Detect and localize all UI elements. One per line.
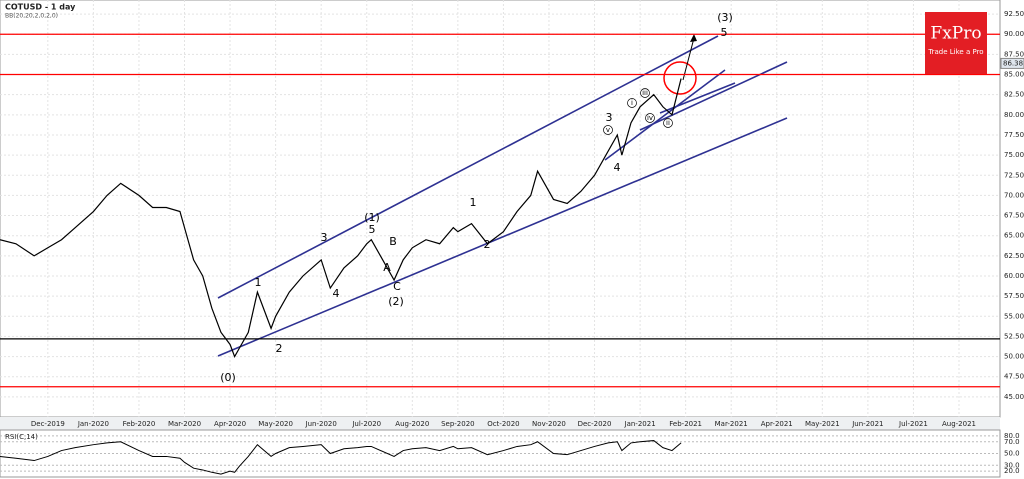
rsi-tick-label: 80.0: [1004, 432, 1020, 440]
rsi-line: [0, 440, 682, 475]
x-tick-label: Nov-2020: [532, 420, 566, 428]
y-tick-label: 92.50: [1004, 10, 1024, 18]
wave-label: B: [389, 235, 397, 248]
arrow-head: [690, 34, 697, 42]
x-tick-label: Apr-2021: [761, 420, 793, 428]
wave-label: 3: [321, 231, 328, 244]
wave-circle: [645, 113, 655, 123]
price-line: [0, 78, 682, 358]
wave-label: 4: [333, 287, 340, 300]
y-tick-label: 57.50: [1004, 292, 1024, 300]
wave-label: iv: [647, 114, 653, 122]
wave-label: 5: [369, 223, 376, 236]
y-tick-label: 60.00: [1004, 272, 1024, 280]
rsi-label: RSI(C,14): [5, 433, 38, 441]
y-tick-label: 70.00: [1004, 191, 1024, 199]
rsi-tick-label: 20.0: [1004, 467, 1020, 475]
x-tick-label: May-2020: [258, 420, 293, 428]
x-tick-label: Sep-2020: [441, 420, 475, 428]
wave-label: C: [393, 280, 401, 293]
x-tick-label: Aug-2021: [942, 420, 976, 428]
highlight-circle: [663, 61, 697, 95]
x-tick-label: Mar-2021: [715, 420, 748, 428]
plot: 45.00 47.50 50.00 52.50 55.00 57.50 60.00 62.50…: [0, 10, 1024, 475]
wave-label: iii: [642, 89, 648, 97]
logo-brand: FxPro: [930, 24, 981, 44]
x-tick-label: Jul-2020: [351, 420, 381, 428]
x-tick-label: Dec-2019: [31, 420, 65, 428]
x-tick-label: Oct-2020: [487, 420, 519, 428]
y-tick-label: 90.00: [1004, 30, 1024, 38]
wave-circle: [603, 125, 613, 135]
y-tick-label: 55.00: [1004, 312, 1024, 320]
chart-subtitle: BB(20,20,2,0,2,0): [5, 13, 58, 20]
rsi-tick-label: 50.0: [1004, 450, 1020, 458]
wave-label: 2: [484, 238, 491, 251]
wave-label: 1: [255, 276, 262, 289]
x-tick-label: Jan-2021: [624, 420, 656, 428]
rsi-tick-label: 30.0: [1004, 461, 1020, 469]
wave-label: 2: [276, 342, 283, 355]
x-tick-label: Feb-2020: [123, 420, 156, 428]
wave-label: v: [606, 126, 610, 134]
wave-circle: [627, 98, 637, 108]
wave-label: 1: [470, 196, 477, 209]
y-tick-label: 45.00: [1004, 393, 1024, 401]
wave-label: 5: [721, 26, 728, 39]
y-tick-label: 77.50: [1004, 131, 1024, 139]
y-tick-label: 75.00: [1004, 151, 1024, 159]
y-tick-label: 62.50: [1004, 252, 1024, 260]
x-tick-label: May-2021: [805, 420, 840, 428]
wave-circle: [663, 118, 673, 128]
x-axis-band: [0, 417, 1000, 430]
y-tick-label: 72.50: [1004, 171, 1024, 179]
x-tick-label: Jun-2021: [851, 420, 883, 428]
y-tick-label: 50.00: [1004, 353, 1024, 361]
wave-label: (2): [388, 295, 404, 308]
y-tick-label: 47.50: [1004, 373, 1024, 381]
wave-label: 3: [606, 111, 613, 124]
wave-circle: [640, 88, 650, 98]
y-tick-label: 82.50: [1004, 91, 1024, 99]
y-tick-label: 65.00: [1004, 232, 1024, 240]
x-tick-label: Jun-2020: [305, 420, 337, 428]
x-tick-label: Jul-2021: [898, 420, 928, 428]
wave-label: (3): [717, 11, 733, 24]
x-tick-label: Feb-2021: [669, 420, 702, 428]
x-tick-label: Mar-2020: [168, 420, 201, 428]
y-tick-label: 52.50: [1004, 332, 1024, 340]
x-tick-label: Jan-2020: [77, 420, 109, 428]
channels: [217, 35, 788, 357]
wave-label: i: [631, 99, 633, 107]
y-tick-label: 67.50: [1004, 212, 1024, 220]
wave-label: 4: [614, 161, 621, 174]
wave-label: (1): [364, 211, 380, 224]
x-tick-label: Aug-2020: [395, 420, 429, 428]
price-pane: [0, 0, 1001, 418]
y-tick-label: 80.00: [1004, 111, 1024, 119]
y-tick-label: 87.50: [1004, 50, 1024, 58]
logo-tagline: Trade Like a Pro: [927, 48, 983, 56]
last-price-box: [1000, 57, 1024, 69]
y-tick-label: 85.00: [1004, 71, 1024, 79]
last-price-label: 86.38: [1003, 59, 1023, 67]
rsi-tick-label: 70.0: [1004, 438, 1020, 446]
x-tick-label: Dec-2020: [578, 420, 612, 428]
wave-label: (0): [220, 371, 236, 384]
logo-box: [925, 12, 987, 74]
grid: [0, 0, 1000, 417]
x-tick-label: Apr-2020: [214, 420, 246, 428]
target-arrow: [682, 37, 695, 81]
wave-label: A: [383, 261, 391, 274]
wave-label: ii: [666, 119, 670, 127]
chart-title: COTUSD - 1 day: [5, 3, 76, 12]
